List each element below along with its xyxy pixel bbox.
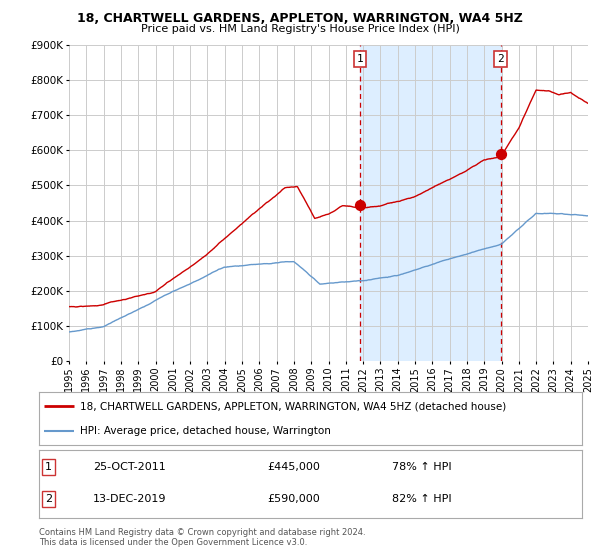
- Text: 2: 2: [45, 494, 52, 504]
- Bar: [360, 45, 500, 361]
- Text: £590,000: £590,000: [267, 494, 320, 504]
- Text: 78% ↑ HPI: 78% ↑ HPI: [392, 462, 452, 472]
- Text: 13-DEC-2019: 13-DEC-2019: [94, 494, 167, 504]
- Text: HPI: Average price, detached house, Warrington: HPI: Average price, detached house, Warr…: [80, 426, 331, 436]
- Text: 1: 1: [356, 54, 364, 64]
- Text: Price paid vs. HM Land Registry's House Price Index (HPI): Price paid vs. HM Land Registry's House …: [140, 24, 460, 34]
- Text: 1: 1: [45, 462, 52, 472]
- Text: 2: 2: [497, 54, 504, 64]
- Point: [355, 200, 365, 209]
- Text: 82% ↑ HPI: 82% ↑ HPI: [392, 494, 452, 504]
- Text: 18, CHARTWELL GARDENS, APPLETON, WARRINGTON, WA4 5HZ (detached house): 18, CHARTWELL GARDENS, APPLETON, WARRING…: [80, 402, 506, 412]
- Point: [496, 150, 505, 158]
- Text: Contains HM Land Registry data © Crown copyright and database right 2024.
This d: Contains HM Land Registry data © Crown c…: [39, 528, 365, 547]
- Text: £445,000: £445,000: [267, 462, 320, 472]
- Text: 18, CHARTWELL GARDENS, APPLETON, WARRINGTON, WA4 5HZ: 18, CHARTWELL GARDENS, APPLETON, WARRING…: [77, 12, 523, 25]
- Text: 25-OCT-2011: 25-OCT-2011: [94, 462, 166, 472]
